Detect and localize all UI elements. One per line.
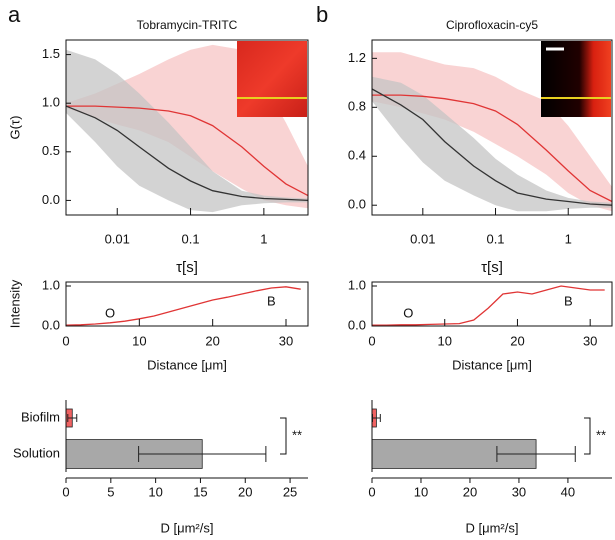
x-tick-label: 0: [62, 484, 69, 499]
x-tick-label: 5: [107, 484, 114, 499]
x-axis-label: τ[s]: [481, 259, 503, 276]
error-band: [372, 76, 612, 212]
error-bar: [67, 414, 78, 422]
x-tick-label: 15: [193, 484, 207, 499]
x-tick-label: 40: [561, 484, 575, 499]
x-tick-label: 0: [368, 484, 375, 499]
x-tick-label: 20: [205, 333, 219, 348]
annotation: **: [596, 427, 606, 442]
x-tick-label: 0.01: [105, 231, 130, 246]
inset-image: [237, 41, 611, 117]
significance-bracket: [584, 417, 591, 455]
x-tick-label: 0.1: [486, 231, 504, 246]
x-tick-label: 30: [512, 484, 526, 499]
x-axis-label: D [μm²/s]: [161, 520, 214, 535]
error-band: [66, 49, 308, 213]
x-tick-label: 0: [62, 333, 69, 348]
x-axis-label: D [μm²/s]: [466, 520, 519, 535]
panel-label: a: [8, 2, 21, 27]
y-tick-label: 0.0: [348, 317, 366, 332]
data-line: [372, 88, 612, 206]
data-line: [372, 285, 605, 326]
y-axis-label: G(τ): [7, 116, 22, 140]
annotation: **: [292, 427, 302, 442]
x-tick-label: 1: [565, 231, 572, 246]
data-line: [66, 105, 308, 197]
y-tick-label: 1.2: [348, 50, 366, 65]
error-band: [372, 52, 612, 212]
x-tick-label: 20: [510, 333, 524, 348]
data-line: [372, 94, 612, 203]
x-tick-label: 20: [463, 484, 477, 499]
x-tick-label: 0: [368, 333, 375, 348]
x-axis-label: Distance [μm]: [147, 357, 227, 372]
annotation: B: [564, 293, 573, 308]
y-tick-label: 1.0: [348, 277, 366, 292]
panel-label: b: [316, 2, 328, 27]
x-tick-label: 10: [132, 333, 146, 348]
plot-frame: [65, 39, 309, 216]
x-tick-label: 1: [260, 231, 267, 246]
x-tick-label: 0.01: [410, 231, 435, 246]
y-tick-label: 0.4: [348, 148, 366, 163]
significance-bracket: [280, 417, 287, 455]
x-tick-label: 25: [283, 484, 297, 499]
x-axis-label: τ[s]: [176, 259, 198, 276]
x-tick-label: 10: [148, 484, 162, 499]
y-tick-label: 0.0: [42, 192, 60, 207]
y-tick-label: 0.8: [348, 99, 366, 114]
x-axis-label: Distance [μm]: [452, 357, 532, 372]
data-line: [66, 105, 308, 202]
error-bar: [138, 446, 267, 462]
annotation: O: [105, 305, 115, 320]
x-tick-label: 0.1: [182, 231, 200, 246]
chart-title: Ciprofloxacin-cy5: [446, 18, 538, 32]
plot-frame: [65, 281, 309, 327]
plot-frame: [371, 281, 613, 327]
x-tick-label: 30: [279, 333, 293, 348]
y-tick-label: 0.0: [42, 317, 60, 332]
y-tick-label: 1.0: [42, 95, 60, 110]
category-label: Biofilm: [21, 409, 60, 424]
y-axis-label: Intensity: [7, 279, 22, 328]
y-tick-label: 1.0: [42, 277, 60, 292]
x-tick-label: 30: [583, 333, 597, 348]
annotation: B: [267, 293, 276, 308]
plot-frame: [371, 39, 613, 216]
y-tick-label: 0.5: [42, 143, 60, 158]
y-tick-label: 1.5: [42, 46, 60, 61]
x-tick-label: 10: [437, 333, 451, 348]
x-tick-label: 10: [414, 484, 428, 499]
chart-title: Tobramycin-TRITC: [137, 18, 238, 32]
x-tick-label: 20: [238, 484, 252, 499]
annotation: O: [403, 305, 413, 320]
y-tick-label: 0.0: [348, 197, 366, 212]
error-bar: [496, 446, 576, 462]
data-line: [66, 286, 301, 326]
category-label: Solution: [13, 445, 60, 460]
